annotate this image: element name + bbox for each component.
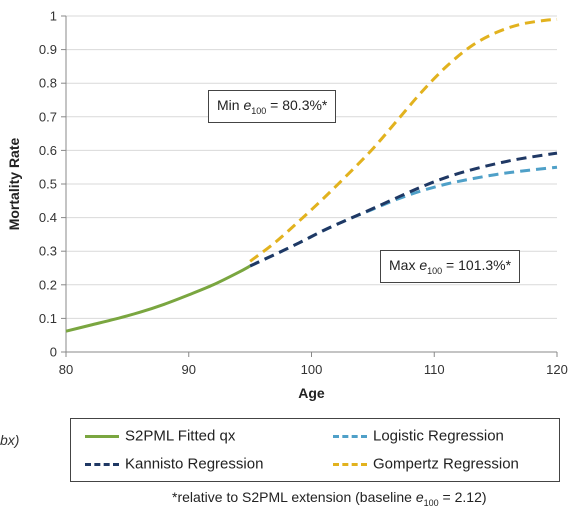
- series-line-kannisto: [249, 151, 558, 268]
- x-tick-label: 90: [182, 362, 196, 377]
- cut-off-text: bx): [0, 432, 20, 448]
- legend-item-kannisto: Kannisto Regression: [85, 455, 263, 473]
- y-tick-label: 0.8: [39, 76, 57, 91]
- series-lines: [65, 17, 558, 333]
- y-tick-label: 0.5: [39, 177, 57, 192]
- x-tick-label: 80: [59, 362, 73, 377]
- y-tick-label: 0.7: [39, 109, 57, 124]
- mortality-chart: 0 0.1 0.2 0.3 0.4 0.5 0.6 0.7 0.8 0.9 1 80 90 100 110…: [6, 9, 568, 402]
- legend-label-kannisto: Kannisto Regression: [125, 455, 264, 473]
- max-annotation-prefix: Max: [389, 257, 420, 273]
- footnote: *relative to S2PML extension (baseline e…: [172, 489, 487, 508]
- y-tick-label: 0.4: [39, 210, 57, 225]
- max-annotation-suffix: = 101.3%*: [442, 257, 512, 273]
- gridlines: [66, 15, 557, 319]
- legend-item-s2pml: S2PML Fitted qx: [85, 427, 235, 445]
- x-tick-label: 110: [424, 362, 445, 377]
- y-tick-label: 0: [50, 345, 57, 360]
- x-tick-labels: 80 90 100 110 120: [59, 362, 568, 377]
- legend-item-logistic: Logistic Regression: [333, 427, 504, 445]
- max-annotation-var: e: [419, 257, 428, 273]
- axes: [61, 15, 558, 357]
- y-tick-label: 1: [50, 9, 57, 24]
- legend-label-gompertz: Gompertz Regression: [373, 455, 519, 473]
- footnote-prefix: *relative to S2PML extension (baseline: [172, 489, 416, 505]
- min-annotation-suffix: = 80.3%*: [266, 97, 328, 113]
- legend-item-gompertz: Gompertz Regression: [333, 455, 519, 473]
- legend-swatch-s2pml: [85, 434, 119, 438]
- footnote-suffix: = 2.12): [438, 489, 487, 505]
- y-tick-label: 0.3: [39, 244, 57, 259]
- legend-label-s2pml: S2PML Fitted qx: [125, 427, 236, 445]
- y-tick-label: 0.6: [39, 143, 57, 158]
- max-annotation-sub: 100: [427, 265, 443, 276]
- x-tick-label: 100: [301, 362, 323, 377]
- series-line-s2pml: [65, 264, 251, 333]
- y-axis-title: Mortality Rate: [6, 138, 22, 231]
- x-tick-label: 120: [546, 362, 568, 377]
- min-annotation-var: e: [243, 97, 252, 113]
- legend-swatch-logistic: [333, 434, 367, 438]
- footnote-var: e: [415, 489, 424, 505]
- series-line-gompertz: [249, 17, 558, 263]
- y-tick-label: 0.9: [39, 42, 57, 57]
- footnote-sub: 100: [423, 497, 439, 508]
- min-annotation-sub: 100: [251, 105, 267, 116]
- y-tick-labels: 0 0.1 0.2 0.3 0.4 0.5 0.6 0.7 0.8 0.9 1: [39, 9, 57, 360]
- y-tick-label: 0.1: [39, 311, 57, 326]
- min-annotation-prefix: Min: [217, 97, 244, 113]
- legend-swatch-kannisto: [85, 462, 119, 466]
- legend-swatch-gompertz: [333, 462, 367, 466]
- x-axis-title: Age: [298, 385, 325, 401]
- legend-label-logistic: Logistic Regression: [373, 427, 504, 445]
- chart-legend: S2PML Fitted qx Logistic Regression Kann…: [70, 418, 560, 482]
- min-annotation-box: Min e100 = 80.3%*: [208, 90, 337, 123]
- y-tick-label: 0.2: [39, 277, 57, 292]
- max-annotation-box: Max e100 = 101.3%*: [380, 250, 521, 283]
